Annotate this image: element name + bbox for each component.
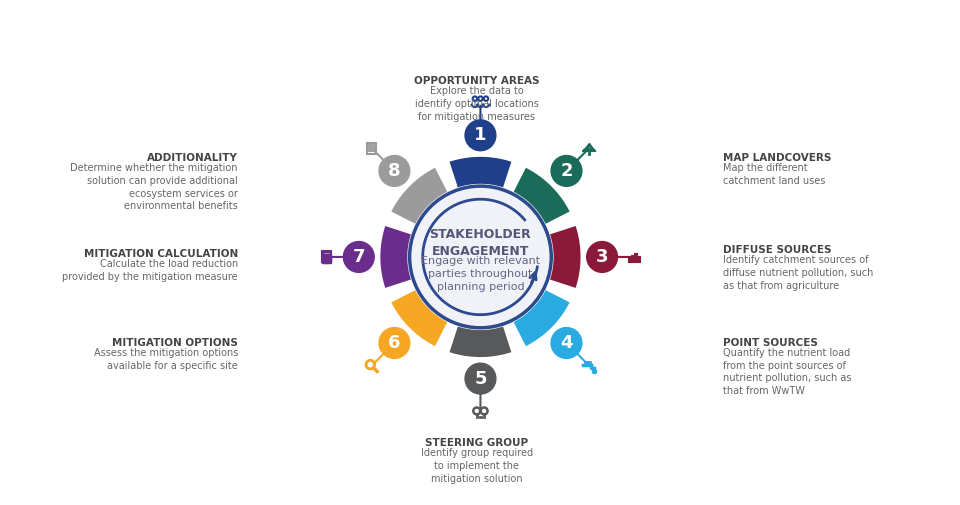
Text: DIFFUSE SOURCES: DIFFUSE SOURCES (723, 245, 831, 256)
Text: MITIGATION CALCULATION: MITIGATION CALCULATION (84, 249, 238, 259)
Polygon shape (380, 226, 411, 288)
Text: 3: 3 (596, 248, 609, 266)
Circle shape (344, 241, 374, 272)
Text: STEERING GROUP: STEERING GROUP (425, 438, 528, 448)
Text: 8: 8 (388, 162, 400, 180)
Text: 1: 1 (474, 126, 487, 144)
Text: MITIGATION OPTIONS: MITIGATION OPTIONS (112, 338, 238, 348)
Circle shape (465, 363, 496, 394)
Text: Identify group required
to implement the
mitigation solution: Identify group required to implement the… (420, 448, 533, 483)
Polygon shape (550, 226, 581, 288)
Text: Assess the mitigation options
available for a specific site: Assess the mitigation options available … (93, 348, 238, 371)
Circle shape (587, 241, 617, 272)
Text: 4: 4 (561, 334, 573, 352)
Text: 2: 2 (561, 162, 573, 180)
Circle shape (379, 328, 410, 359)
Text: Calculate the load reduction
provided by the mitigation measure: Calculate the load reduction provided by… (62, 259, 238, 282)
Circle shape (465, 120, 496, 150)
Text: OPPORTUNITY AREAS: OPPORTUNITY AREAS (414, 76, 540, 86)
Text: Map the different
catchment land uses: Map the different catchment land uses (723, 163, 826, 186)
Bar (636, 254, 637, 263)
Polygon shape (514, 168, 569, 224)
Bar (629, 259, 632, 263)
Bar (632, 256, 635, 263)
Text: 5: 5 (474, 370, 487, 388)
Circle shape (379, 156, 410, 186)
Polygon shape (392, 168, 447, 224)
Text: ADDITIONALITY: ADDITIONALITY (147, 153, 238, 163)
Bar (324, 252, 329, 255)
Polygon shape (449, 327, 512, 357)
Text: 6: 6 (388, 334, 400, 352)
Polygon shape (449, 157, 512, 187)
Text: MAP LANDCOVERS: MAP LANDCOVERS (723, 153, 831, 163)
Text: Determine whether the mitigation
solution can provide additional
ecosystem servi: Determine whether the mitigation solutio… (70, 163, 238, 212)
Text: Quantify the nutrient load
from the point sources of
nutrient pollution, such as: Quantify the nutrient load from the poin… (723, 348, 852, 396)
Text: POINT SOURCES: POINT SOURCES (723, 338, 818, 348)
Circle shape (410, 186, 551, 328)
Text: Identify catchment sources of
diffuse nutrient pollution, such
as that from agri: Identify catchment sources of diffuse nu… (723, 256, 874, 291)
Text: Engage with relevant
parties throughout
planning period: Engage with relevant parties throughout … (420, 256, 540, 292)
Polygon shape (514, 290, 569, 346)
Text: STAKEHOLDER
ENGAGEMENT: STAKEHOLDER ENGAGEMENT (429, 228, 531, 258)
Circle shape (551, 156, 582, 186)
Text: Explore the data to
identify optimal locations
for mitigation measures: Explore the data to identify optimal loc… (415, 86, 539, 122)
Text: 7: 7 (352, 248, 365, 266)
Polygon shape (392, 290, 447, 346)
Circle shape (551, 328, 582, 359)
Bar (638, 257, 640, 263)
Bar (323, 251, 331, 263)
Bar (368, 142, 376, 154)
